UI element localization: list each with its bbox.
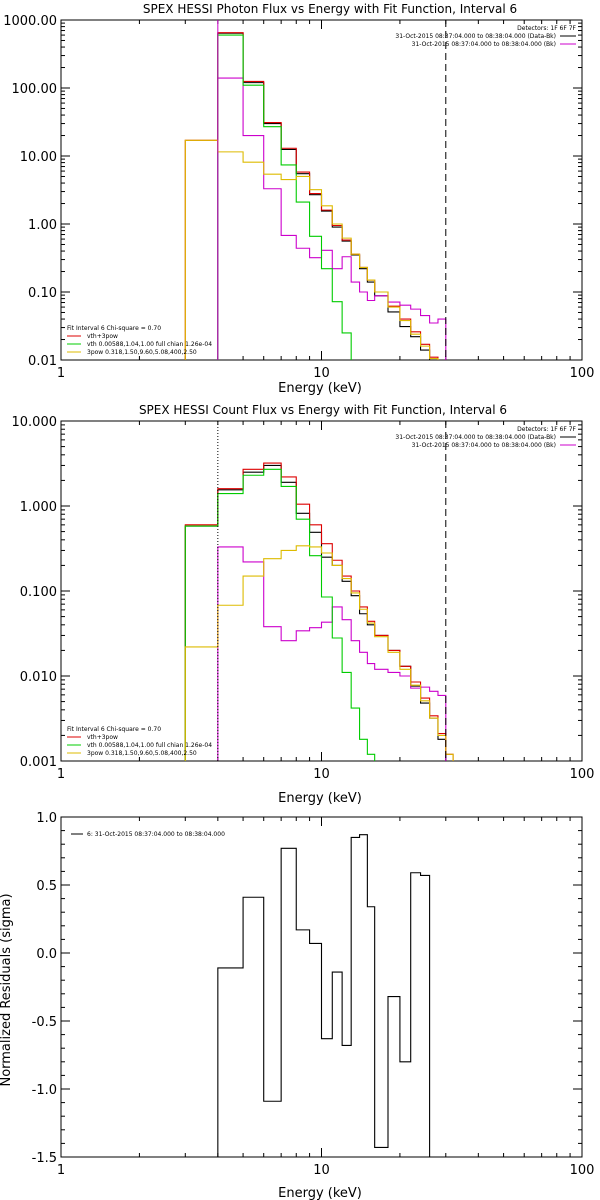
- series-line-power-law: [184, 139, 439, 360]
- panel1-xlabel: Energy (keV): [278, 381, 362, 396]
- legend-bottom-entry: 3pow 0.318,1.50,9.60,5.08,400,2.50: [87, 349, 197, 356]
- legend-bottom-entry: Fit Interval 6 Chi-square = 0.70: [67, 726, 161, 733]
- y-tick-label: 0.100: [20, 585, 57, 600]
- legend-top-entry: 31-Oct-2015 08:37:04.000 to 08:38:04.000…: [395, 33, 556, 40]
- y-tick-label: -0.5: [32, 1015, 57, 1030]
- legend-top-entry: Detectors: 1F 6F 7F: [517, 426, 576, 433]
- x-tick-label: 1: [57, 767, 65, 782]
- y-tick-label: -1.0: [32, 1083, 57, 1098]
- legend-top-entry: 31-Oct-2015 08:37:04.000 to 08:38:04.000…: [395, 434, 556, 441]
- y-tick-label: 1.0: [36, 811, 57, 826]
- y-tick-label: 1.000: [20, 500, 57, 515]
- panel2-title: SPEX HESSI Count Flux vs Energy with Fit…: [139, 403, 507, 417]
- legend-bottom-entry: Fit Interval 6 Chi-square = 0.70: [67, 325, 161, 332]
- series-line-thermal: [217, 34, 352, 360]
- series-line-thermal: [184, 468, 376, 761]
- x-tick-label: 10: [313, 366, 330, 381]
- series-line-background: [217, 77, 447, 360]
- x-tick-label: 1: [57, 1163, 65, 1178]
- y-tick-label: -1.5: [32, 1151, 57, 1166]
- series-line-data: [184, 464, 447, 761]
- legend-top-entry: Detectors: 1F 6F 7F: [517, 25, 576, 32]
- y-tick-label: 0.01: [28, 354, 57, 369]
- legend-bottom-entry: vth 0.00588,1.04,1.00 full chian 1.26e-0…: [87, 742, 212, 749]
- y-tick-label: 10.000: [12, 415, 58, 430]
- legend-top-entry: 31-Oct-2015 08:37:04.000 to 08:38:04.000…: [412, 442, 556, 449]
- series-line-background: [217, 546, 447, 761]
- series-line-power-law: [184, 545, 454, 761]
- count-flux-panel: 1 10 100 0.001 0.010 0.100 1.000 10.000 Detector…: [12, 415, 595, 782]
- x-tick-label: 10: [313, 1163, 330, 1178]
- y-tick-label: 1.00: [28, 218, 57, 233]
- series-line-total: [184, 462, 454, 761]
- y-tick-label: 1000.00: [3, 14, 57, 29]
- legend-bottom-entry: vth+3pow: [87, 333, 118, 340]
- x-tick-label: 1: [57, 366, 65, 381]
- y-tick-label: 0.0: [36, 947, 57, 962]
- legend-top-entry: 31-Oct-2015 08:37:04.000 to 08:38:04.000…: [412, 41, 556, 48]
- y-tick-label: 0.10: [28, 286, 57, 301]
- residuals-panel: 1 10 100 -1.5 -1.0 -0.5 0.0 0.5 1.0 6: 31-Oct-201…: [32, 811, 595, 1178]
- plot-area: [217, 834, 431, 1157]
- plot-area: [184, 32, 447, 360]
- legend-bottom-entry: vth 0.00588,1.04,1.00 full chian 1.26e-0…: [87, 341, 212, 348]
- panel3-ylabel: Normalized Residuals (sigma): [0, 893, 14, 1086]
- y-tick-label: 100.00: [12, 82, 58, 97]
- series-line-residual: [217, 834, 431, 1157]
- panel2-xlabel: Energy (keV): [278, 791, 362, 806]
- y-tick-label: 0.5: [36, 879, 57, 894]
- x-tick-label: 100: [570, 1163, 595, 1178]
- panel1-title: SPEX HESSI Photon Flux vs Energy with Fi…: [143, 2, 517, 16]
- legend-bottom-entry: vth+3pow: [87, 734, 118, 741]
- y-tick-label: 0.001: [20, 755, 57, 770]
- panel3-xlabel: Energy (keV): [278, 1186, 362, 1200]
- y-tick-label: 0.010: [20, 670, 57, 685]
- x-tick-label: 100: [570, 366, 595, 381]
- series-line-total: [184, 32, 439, 360]
- series-line-data: [217, 32, 431, 360]
- legend-bottom-entry: 3pow 0.318,1.50,9.60,5.08,400,2.50: [87, 750, 197, 757]
- photon-flux-panel: 1 10 100 0.01 0.10 1.00 10.00 100.00 1000.00 Dete…: [3, 14, 594, 381]
- plot-area: [184, 462, 454, 761]
- x-tick-label: 100: [570, 767, 595, 782]
- legend-entry: 6: 31-Oct-2015 08:37:04.000 to 08:38:04.…: [87, 831, 225, 838]
- x-tick-label: 10: [313, 767, 330, 782]
- y-tick-label: 10.00: [20, 150, 57, 165]
